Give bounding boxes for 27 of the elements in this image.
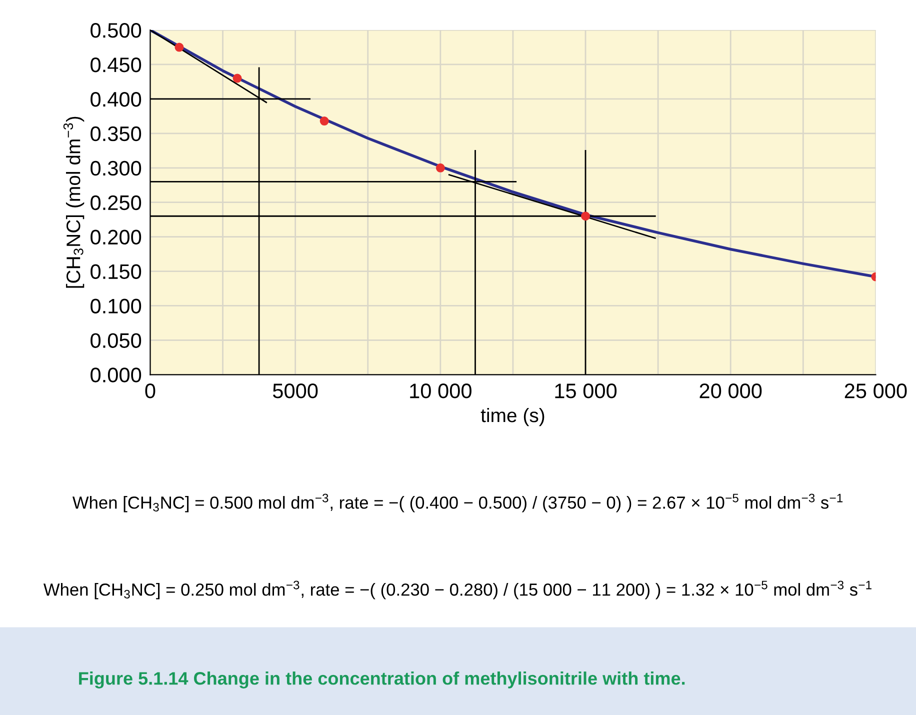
y-tick-label: 0.250 (90, 195, 142, 210)
point (174, 42, 184, 52)
y-tick-label: 0.100 (90, 298, 142, 314)
text: When [CH$_{3}$NC] = 0.500 mol dm$^{−3}$, rate = −( (0.400 − 0.500) / (3750 − 0) ) = 2.67 × 10$^{−5}$ mol dm$^{−3}$ s$^{−1}$ (72, 494, 843, 512)
point (581, 212, 590, 221)
y-tick-label: 0.000 (90, 368, 142, 382)
point (320, 116, 329, 126)
y-tick-label: 0.350 (90, 126, 142, 142)
y-tick-label: 0.300 (90, 160, 142, 176)
x-tick-label: 5000 (272, 384, 318, 398)
x-tick-label: 25 000 (844, 384, 907, 398)
point (436, 163, 445, 172)
y-tick-label: 0.500 (90, 23, 142, 38)
y-tick-label: 0.050 (90, 333, 142, 348)
x-tick-label: 15 000 (555, 384, 617, 398)
caption: Figure 5.1.14 Change in the concentration of methylisonitrile with time. (79, 672, 685, 688)
y-axis-title: [CH$_{3}$NC] (mol dm$^{−3}$) (63, 116, 84, 288)
point (232, 74, 242, 83)
text: When [CH$_{3}$NC] = 0.250 mol dm$^{−3}$, rate = −( (0.230 − 0.280) / (15 000 − 11 200) ) = 1.32 × 10$^{−5}$ mol dm$^{−3}$ s$^{−1}$ (43, 580, 872, 600)
x-axis-title: time (s) (480, 408, 544, 426)
x-tick-label: 10 000 (410, 384, 472, 398)
y-tick-label: 0.400 (90, 92, 142, 107)
y-tick-label: 0.450 (90, 57, 142, 72)
y-tick-label: 0.150 (90, 264, 142, 280)
y-tick-label: 0.200 (90, 230, 142, 245)
x-tick-label: 0 (145, 384, 156, 398)
x-tick-label: 20 000 (700, 384, 762, 398)
